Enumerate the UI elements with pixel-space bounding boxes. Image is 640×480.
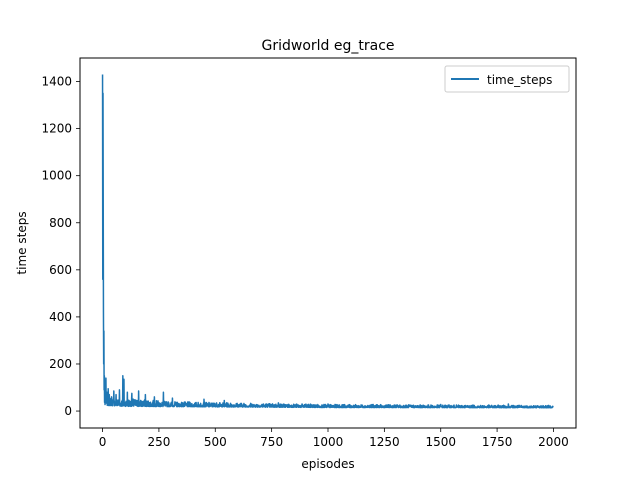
y-axis-ticks: 0 200 400 600 800 1000 1200 1400 xyxy=(41,75,80,418)
x-tick-label: 750 xyxy=(260,435,283,449)
legend: time_steps xyxy=(444,65,570,93)
x-tick-label: 1750 xyxy=(482,435,513,449)
y-tick-label: 1000 xyxy=(41,169,72,183)
series-line-time-steps xyxy=(101,74,554,409)
y-tick-label: 0 xyxy=(64,404,72,418)
y-tick-label: 800 xyxy=(49,216,72,230)
y-tick-label: 600 xyxy=(49,263,72,277)
plot-area xyxy=(101,74,554,409)
y-tick-label: 400 xyxy=(49,310,72,324)
x-axis-ticks: 0 250 500 750 1000 1250 1500 1750 2000 xyxy=(99,428,569,449)
y-axis-label: time steps xyxy=(15,211,29,274)
chart-title: Gridworld eg_trace xyxy=(261,38,394,54)
x-tick-label: 250 xyxy=(147,435,170,449)
x-tick-label: 2000 xyxy=(538,435,569,449)
y-tick-label: 1200 xyxy=(41,122,72,136)
legend-label-time-steps: time_steps xyxy=(487,73,552,87)
x-tick-label: 1000 xyxy=(313,435,344,449)
x-tick-label: 1500 xyxy=(425,435,456,449)
legend-box xyxy=(444,65,570,93)
x-axis-label: episodes xyxy=(301,457,354,471)
y-tick-label: 1400 xyxy=(41,75,72,89)
x-tick-label: 500 xyxy=(204,435,227,449)
x-tick-label: 1250 xyxy=(369,435,400,449)
x-tick-label: 0 xyxy=(99,435,107,449)
y-tick-label: 200 xyxy=(49,357,72,371)
